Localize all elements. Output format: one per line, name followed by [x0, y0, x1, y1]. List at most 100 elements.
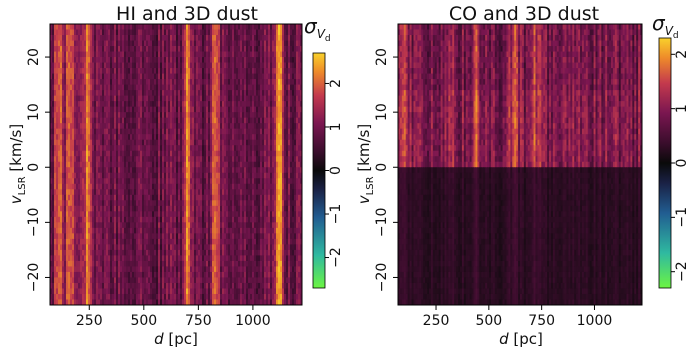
heatmap-cell [132, 79, 135, 86]
heatmap-cell [222, 73, 225, 80]
heatmap-cell [216, 95, 219, 102]
heatmap-cell [286, 73, 289, 80]
heatmap-cell [288, 57, 291, 63]
heatmap-cell [124, 46, 127, 52]
heatmap-cell [204, 24, 207, 30]
heatmap-cell [164, 40, 167, 47]
heatmap-cell [264, 90, 267, 97]
heatmap-cell [118, 79, 121, 86]
heatmap-cell [98, 57, 101, 63]
heatmap-cell [224, 68, 227, 74]
heatmap-cell [214, 40, 217, 47]
heatmap-cell [86, 62, 89, 69]
heatmap-cell [100, 101, 103, 108]
heatmap-cell [236, 46, 239, 52]
heatmap-cell [202, 62, 205, 69]
heatmap-cell [258, 95, 261, 102]
heatmap-cell [192, 73, 195, 80]
heatmap-cell [56, 62, 59, 69]
heatmap-cell [178, 57, 181, 63]
heatmap-cell [102, 62, 105, 69]
heatmap-cell [190, 40, 193, 47]
heatmap-cell [248, 51, 251, 58]
heatmap-cell [198, 51, 201, 58]
heatmap-cell [130, 62, 133, 69]
heatmap-cell [184, 51, 187, 58]
heatmap-cell [222, 29, 225, 36]
heatmap-cell [78, 68, 81, 74]
heatmap-cell [232, 84, 235, 91]
heatmap-cell [196, 95, 199, 102]
heatmap-cell [266, 40, 269, 47]
heatmap-cell [82, 40, 85, 47]
heatmap-cell [212, 84, 215, 91]
heatmap-cell [134, 24, 137, 30]
heatmap-cell [62, 79, 65, 86]
heatmap-cell [256, 35, 259, 41]
heatmap-cell [152, 101, 155, 108]
heatmap-cell [80, 68, 83, 74]
heatmap-cell [214, 51, 217, 58]
heatmap-cell [132, 73, 135, 80]
heatmap-cell [154, 40, 157, 47]
heatmap-cell [154, 101, 157, 108]
heatmap-cell [94, 62, 97, 69]
heatmap-cell [58, 40, 61, 47]
heatmap-cell [58, 57, 61, 63]
heatmap-cell [120, 57, 123, 63]
heatmap-cell [276, 90, 279, 97]
heatmap-cell [124, 29, 127, 36]
heatmap-cell [228, 40, 231, 47]
heatmap-cell [90, 35, 93, 41]
heatmap-cell [184, 40, 187, 47]
heatmap-cell [118, 51, 121, 58]
heatmap-cell [294, 68, 297, 74]
heatmap-cell [264, 46, 267, 52]
heatmap-cell [290, 40, 293, 47]
heatmap-cell [196, 51, 199, 58]
heatmap-cell [80, 101, 83, 108]
heatmap-cell [246, 62, 249, 69]
heatmap-cell [204, 40, 207, 47]
heatmap-cell [218, 51, 221, 58]
heatmap-cell [236, 57, 239, 63]
heatmap-cell [64, 101, 67, 108]
heatmap-cell [256, 29, 259, 36]
heatmap-cell [194, 51, 197, 58]
heatmap-cell [136, 90, 139, 97]
heatmap-cell [220, 29, 223, 36]
heatmap-cell [214, 46, 217, 52]
heatmap-cell [174, 79, 177, 86]
heatmap-cell [250, 62, 253, 69]
heatmap-cell [56, 46, 59, 52]
heatmap-cell [134, 101, 137, 108]
heatmap-cell [54, 106, 57, 113]
heatmap-cell [230, 68, 233, 74]
heatmap-cell [152, 79, 155, 86]
heatmap-cell [242, 90, 245, 97]
heatmap-cell [68, 51, 71, 58]
heatmap-cell [268, 90, 271, 97]
heatmap-cell [220, 46, 223, 52]
heatmap-cell [176, 84, 179, 91]
heatmap-cell [274, 46, 277, 52]
heatmap-cell [144, 73, 147, 80]
heatmap-cell [276, 24, 279, 30]
heatmap-cell [122, 90, 125, 97]
heatmap-cell [104, 101, 107, 108]
heatmap-cell [218, 90, 221, 97]
heatmap-cell [84, 62, 87, 69]
heatmap-cell [190, 101, 193, 108]
heatmap-cell [148, 90, 151, 97]
heatmap-cell [254, 68, 257, 74]
heatmap-cell [188, 79, 191, 86]
heatmap-cell [120, 95, 123, 102]
heatmap-cell [110, 90, 113, 97]
heatmap-cell [170, 35, 173, 41]
heatmap-cell [164, 73, 167, 80]
heatmap-cell [190, 95, 193, 102]
heatmap-cell [56, 95, 59, 102]
heatmap-cell [106, 35, 109, 41]
heatmap-cell [70, 57, 73, 63]
heatmap-cell [146, 90, 149, 97]
